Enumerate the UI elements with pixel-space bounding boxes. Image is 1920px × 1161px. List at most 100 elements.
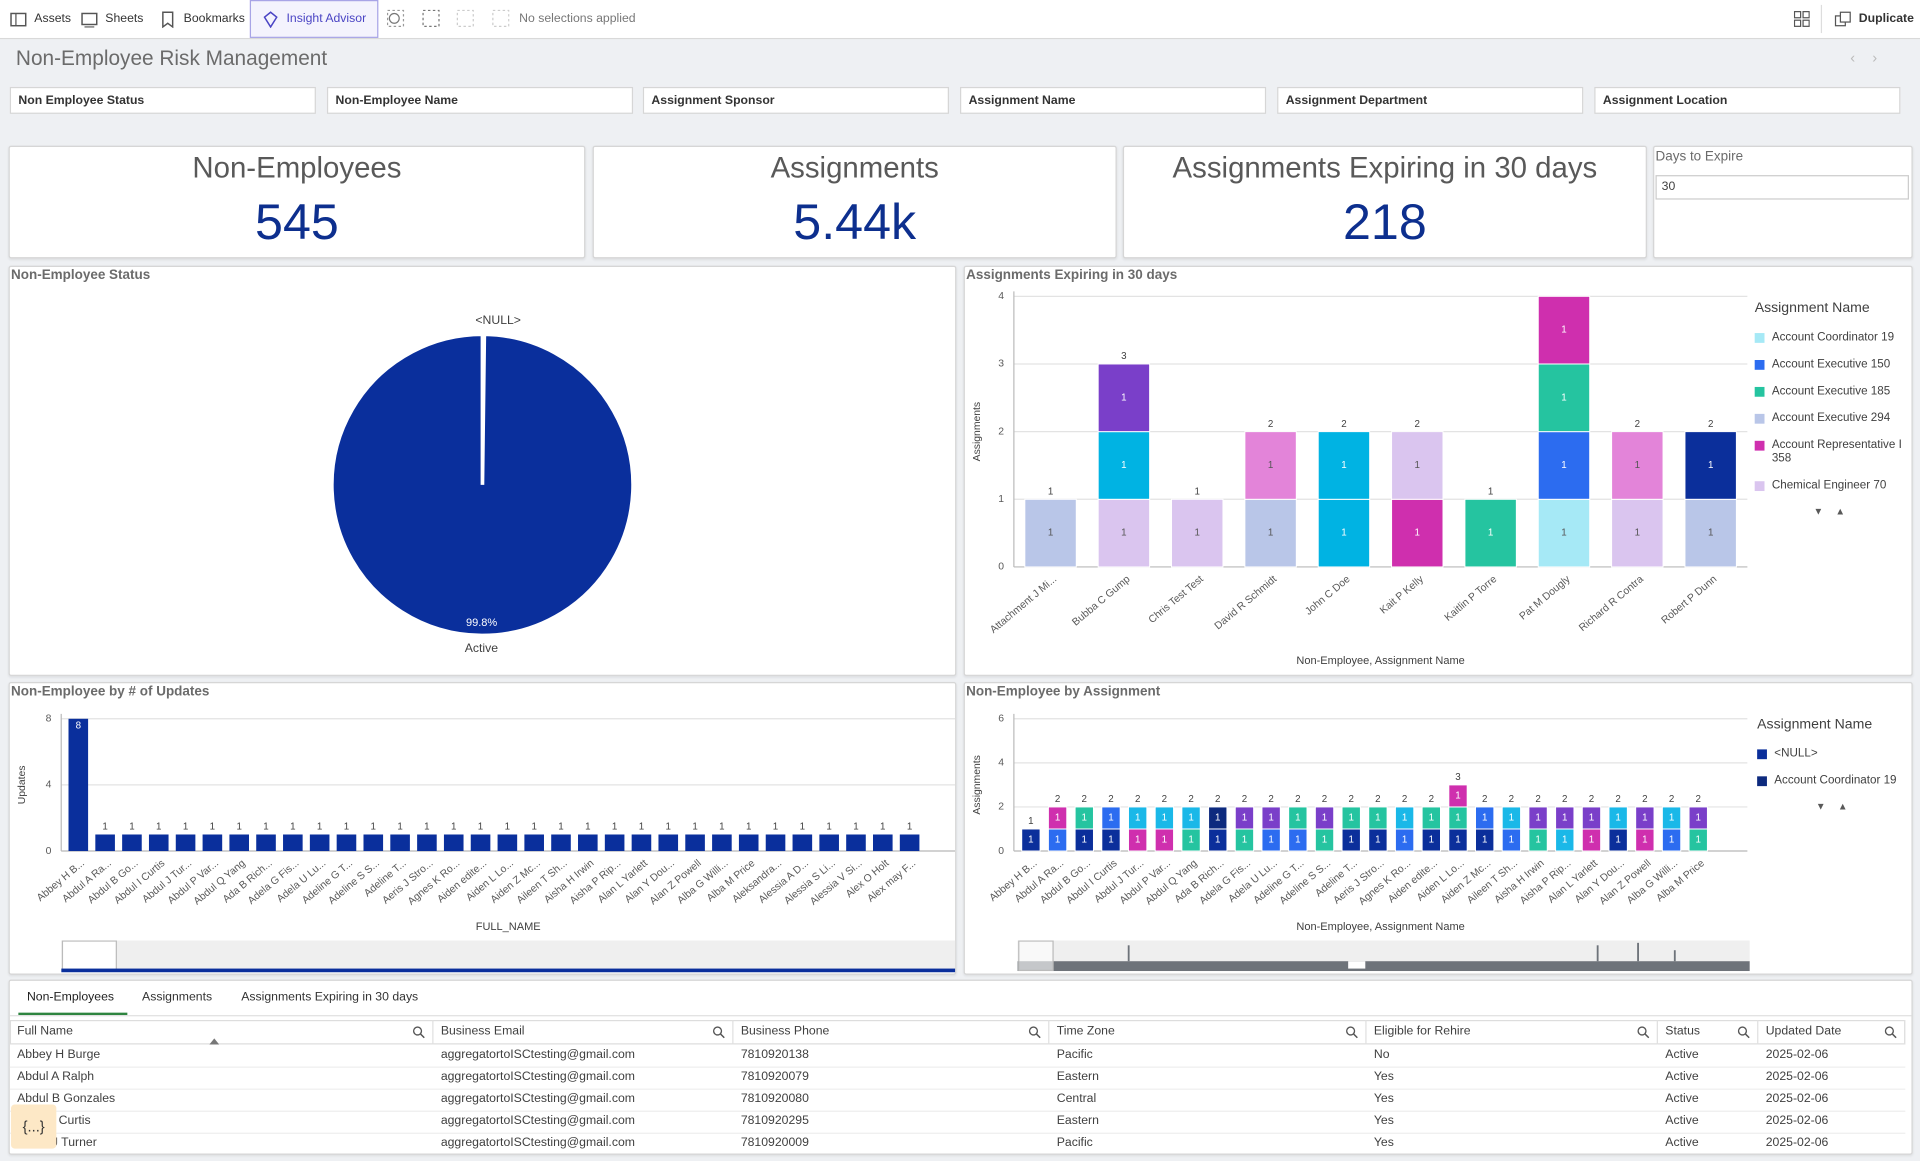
search-icon[interactable]	[712, 1026, 725, 1039]
table-cell: Active	[1665, 1114, 1699, 1128]
legend-scroll[interactable]: ▼▲	[1813, 505, 1858, 517]
bar	[309, 834, 330, 852]
total-label: 2	[1402, 794, 1407, 805]
search-icon[interactable]	[412, 1026, 425, 1039]
table-panel: Non-Employees Assignments Assignments Expi…	[8, 979, 1913, 1155]
x-axis-label: FULL_NAME	[476, 921, 541, 933]
column-header[interactable]: Full Name	[10, 1020, 434, 1045]
segment-label: 1	[1561, 460, 1566, 471]
column-header[interactable]: Business Phone	[733, 1020, 1050, 1045]
bar-segment	[1611, 431, 1664, 500]
bar-value-label: 1	[371, 822, 376, 833]
column-header[interactable]: Business Email	[433, 1020, 734, 1045]
bar-segment	[1024, 498, 1077, 568]
bar-value-label: 1	[451, 822, 456, 833]
total-label: 3	[1455, 772, 1461, 783]
filter-box[interactable]: Assignment Location	[1594, 86, 1901, 114]
tab[interactable]: Assignments Expiring in 30 days	[241, 990, 419, 1005]
bar	[551, 834, 571, 852]
total-label: 2	[1415, 419, 1420, 430]
segment-label: 1	[1589, 813, 1594, 824]
table-cell: Active	[1665, 1092, 1699, 1106]
column-header[interactable]: Time Zone	[1049, 1020, 1367, 1045]
filter-box[interactable]: Non-Employee Name	[326, 86, 634, 114]
assets-icon	[10, 12, 27, 26]
total-label: 2	[1135, 794, 1140, 805]
search-icon[interactable]	[1737, 1026, 1750, 1039]
search-icon[interactable]	[1884, 1026, 1897, 1039]
search-glass	[1884, 1026, 1894, 1036]
column-header[interactable]: Eligible for Rehire	[1367, 1020, 1658, 1045]
bar-segment	[1684, 498, 1737, 568]
assets-button[interactable]: Assets	[10, 0, 71, 38]
filter-box[interactable]: Assignment Department	[1277, 86, 1584, 114]
tab[interactable]: Assignments	[142, 990, 213, 1005]
slice-label: Active	[465, 641, 499, 655]
bar	[792, 834, 813, 852]
scrollbar[interactable]	[61, 940, 956, 973]
bar-segment	[1537, 498, 1591, 568]
search-glass	[1028, 1026, 1039, 1036]
bar-value-label: 1	[317, 822, 322, 833]
table-cell: Eastern	[1056, 1114, 1099, 1128]
selection-tools[interactable]	[386, 9, 510, 30]
search-icon[interactable]	[1637, 1026, 1650, 1039]
segment-label: 1	[1535, 835, 1540, 846]
search-handle	[1353, 1033, 1358, 1039]
duplicate-button[interactable]: Duplicate	[1834, 0, 1914, 38]
kpi-title: Non-Employees	[192, 151, 402, 185]
legend-label: Account Coordinator 19	[1771, 330, 1895, 345]
search-icon[interactable]	[1346, 1026, 1358, 1039]
bar-segment	[1635, 806, 1655, 830]
total-label: 1	[1195, 487, 1200, 498]
filter-box[interactable]: Assignment Sponsor	[642, 86, 949, 114]
bar	[417, 834, 437, 852]
search-icon[interactable]	[1028, 1026, 1041, 1039]
variables-button[interactable]: {...}	[11, 1104, 57, 1149]
scrollbar[interactable]	[1017, 940, 1750, 973]
legend-scroll[interactable]: ▼▲	[1815, 800, 1860, 812]
segment-label: 1	[1295, 835, 1300, 846]
segment-label: 1	[1669, 813, 1674, 824]
grid-icon[interactable]	[1793, 11, 1810, 27]
kpi-title: Assignments	[770, 151, 939, 185]
search-glass	[1637, 1026, 1647, 1036]
bar-segment	[1555, 806, 1575, 830]
column-header[interactable]: Updated Date	[1758, 1020, 1906, 1045]
bar	[578, 834, 598, 852]
total-label: 2	[1635, 419, 1640, 430]
row-divider	[9, 1066, 1906, 1068]
total-label: 2	[1535, 794, 1540, 805]
column-header[interactable]: Status	[1658, 1020, 1759, 1045]
bar	[658, 834, 679, 852]
segment-label: 1	[1482, 835, 1487, 846]
insight-advisor-button[interactable]: Insight Advisor	[249, 0, 379, 38]
bookmarks-label: Bookmarks	[183, 12, 245, 26]
search-handle	[420, 1033, 425, 1039]
kpi-value: 5.44k	[793, 193, 917, 250]
total-label: 2	[1268, 419, 1273, 430]
bookmarks-button[interactable]: Bookmarks	[159, 0, 245, 38]
bar-value-label: 1	[156, 822, 161, 833]
filter-box[interactable]: Non Employee Status	[9, 86, 316, 114]
table-cell: Active	[1665, 1070, 1699, 1084]
bar-value-label: 1	[505, 822, 510, 833]
sheets-button[interactable]: Sheets	[81, 0, 143, 38]
tab[interactable]: Non-Employees	[26, 990, 115, 1005]
filter-box[interactable]: Assignment Name	[960, 86, 1267, 114]
total-label: 1	[1048, 487, 1053, 498]
bar-value-label: 8	[76, 721, 82, 732]
bar-segment	[1074, 806, 1094, 830]
x-tick-label: Robert P Dunn	[1660, 574, 1720, 627]
days-input[interactable]: 30	[1655, 175, 1909, 200]
total-label: 2	[1082, 794, 1087, 805]
legend-item: <NULL>	[1757, 747, 1911, 760]
segment-label: 1	[1268, 460, 1273, 471]
sheet-nav[interactable]: ‹›	[1850, 48, 1895, 67]
row-divider	[9, 1088, 1906, 1090]
bar-chart: 0 1 2 3 4 Assignments Non-Employee, Assignment…	[972, 291, 1748, 667]
legend-swatch	[1754, 480, 1765, 491]
segment-label: 1	[1642, 835, 1647, 846]
